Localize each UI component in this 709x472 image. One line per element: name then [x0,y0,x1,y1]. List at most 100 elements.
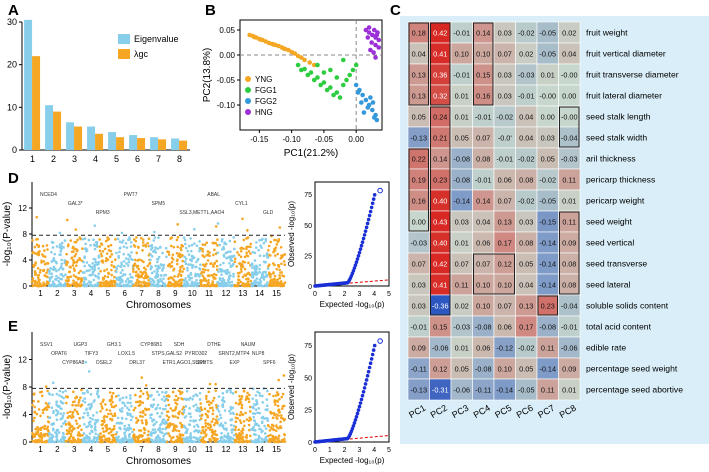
snp-point [239,421,243,425]
qq-x-tick-label: 0 [313,447,317,454]
heatmap-value: 0.41 [433,281,447,290]
snp-point [89,420,92,424]
snp-point [149,394,152,397]
snp-point [183,408,186,412]
snp-point [124,429,128,432]
qq-x-axis-label: Expected -log₁₀(p) [320,456,385,465]
snp-point [222,427,226,431]
x-tick-label: 7 [156,154,161,164]
heatmap-value: -0.01 [475,113,492,122]
bar-λgc [137,138,146,150]
snp-point [280,407,284,410]
snp-point [276,404,280,408]
snp-point [210,428,214,432]
scatter-point-fgg1 [340,82,346,88]
qq-x-tick-label: 1 [328,447,332,454]
heatmap-value: -0.08 [539,323,556,332]
snp-point [244,398,248,401]
snp-point [168,276,171,280]
snp-point [158,246,162,249]
qq-point [356,408,361,412]
heatmap-value: -0.02 [518,344,535,353]
snp-point [199,406,203,409]
snp-point [76,238,79,242]
scatter-point-hng [366,25,372,30]
heatmap-value: -0.04 [561,302,578,311]
snp-point [101,427,105,430]
snp-point [88,436,91,440]
snp-point [107,249,111,252]
snp-point [64,279,68,282]
snp-point [176,398,179,402]
snp-point [194,265,197,269]
bar-λgc [53,111,62,150]
snp-point [191,266,194,269]
scatter-point-fgg1 [318,82,323,88]
snp-point [48,279,52,283]
snp-point [207,403,211,407]
snp-point [199,247,203,250]
heatmap-value: 0.01 [455,92,469,101]
snp-point [229,407,233,411]
y-tick-label: 20 [7,60,17,70]
snp-point [34,273,37,277]
snp-point [228,261,231,265]
snp-point [223,434,226,438]
qq-point [353,263,358,267]
snp-point [212,436,216,440]
snp-point [93,274,97,277]
snp-point [156,284,159,288]
snp-point [257,248,260,252]
snp-point [159,277,162,281]
snp-point [176,275,180,278]
scatter-point-fgg2 [361,110,367,115]
snp-point [254,269,258,272]
snp-point [192,394,195,398]
snp-point [98,238,101,241]
snp-point [217,418,220,421]
snp-point [128,273,132,276]
snp-point [206,253,210,256]
snp-point [189,273,193,276]
snp-point [237,253,241,257]
snp-point [150,254,154,258]
qq-x-tick-label: 2 [343,291,347,298]
snp-point [257,406,261,410]
heatmap-value: 0.12 [433,365,447,374]
snp-point [169,237,172,240]
snp-point [210,283,213,287]
snp-point [258,278,261,282]
snp-point [125,262,128,265]
snp-point [149,438,153,441]
chromosome-label: 1 [38,445,43,454]
snp-point [156,428,160,431]
snp-point [250,272,254,276]
heatmap-value: 0.00 [562,92,576,101]
snp-point [95,440,99,443]
snp-point [52,257,56,260]
heatmap-value: -0.13 [410,134,427,143]
snp-point [41,244,45,248]
snp-point [166,250,169,253]
snp-point [237,428,241,432]
snp-point [210,406,214,410]
snp-point [139,414,142,418]
y-tick-label: 30 [7,17,17,27]
snp-point [126,401,130,405]
snp-point [115,251,118,255]
snp-point [123,264,126,268]
heatmap-value: 0.17 [519,323,533,332]
snp-point [283,432,286,436]
snp-point [198,408,202,411]
bar-λgc [95,133,104,150]
snp-point [163,273,166,277]
snp-point [183,260,187,263]
snp-point [210,420,214,423]
chromosome-label: 2 [55,445,60,454]
snp-point [185,431,189,434]
snp-point [97,272,101,276]
snp-point [239,255,243,259]
legend-label: YNG [255,75,272,84]
snp-point [33,405,37,409]
snp-point [189,432,192,435]
